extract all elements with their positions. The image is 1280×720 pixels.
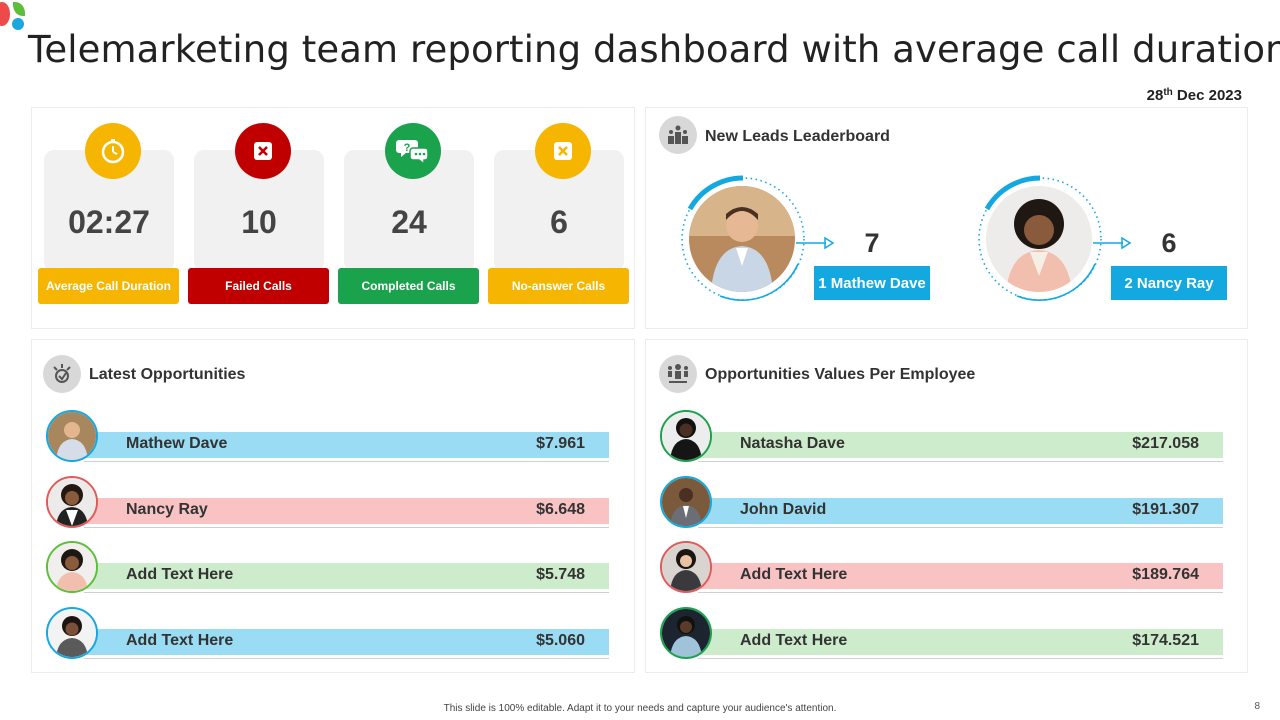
leaderboard-panel: New Leads Leaderboard 7 1 Mathew Dave 6 …: [645, 107, 1248, 329]
kpi-label: Completed Calls: [338, 268, 479, 304]
leader-ring: [681, 175, 805, 301]
avatar: [46, 607, 98, 659]
kpi-value: 02:27: [68, 204, 150, 240]
leader-label: 2 Nancy Ray: [1111, 266, 1227, 300]
kpi-value: 24: [391, 204, 427, 240]
avatar: [46, 476, 98, 528]
values-per-employee-title: Opportunities Values Per Employee: [705, 366, 976, 383]
podium-icon: [659, 116, 697, 154]
stopwatch-icon: [85, 123, 141, 179]
leader-label: 1 Mathew Dave: [814, 266, 930, 300]
avatar: [46, 541, 98, 593]
kpi-label: No-answer Calls: [488, 268, 629, 304]
kpi-label: Average Call Duration: [38, 268, 179, 304]
kpi-panel: 02:27 Average Call Duration 10 Failed Ca…: [31, 107, 635, 329]
opportunity-icon: [43, 355, 81, 393]
avatar: [46, 410, 98, 462]
footer-note: This slide is 100% editable. Adapt it to…: [443, 703, 837, 714]
list-item: Nancy Ray $6.648: [46, 476, 611, 530]
leader-entry: 6 2 Nancy Ray: [943, 174, 1233, 309]
kpi-value: 6: [550, 204, 568, 240]
leader-entry: 7 1 Mathew Dave: [646, 174, 936, 309]
kpi-average-call-duration: 02:27 Average Call Duration: [32, 108, 179, 330]
list-item: John David $191.307: [660, 476, 1225, 530]
x-mark-icon: [535, 123, 591, 179]
leader-count: 6: [1161, 228, 1177, 258]
chat-bubbles-icon: ?: [385, 123, 441, 179]
report-date: 28th Dec 2023: [1146, 87, 1242, 104]
arrow-icon: [1093, 236, 1132, 250]
svg-text:?: ?: [404, 142, 411, 154]
list-item: Add Text Here $5.748: [46, 541, 611, 595]
list-item: Add Text Here $5.060: [46, 607, 611, 661]
leader-photo: [986, 186, 1092, 292]
avatar: [660, 476, 712, 528]
list-item: Add Text Here $174.521: [660, 607, 1225, 661]
page-title: Telemarketing team reporting dashboard w…: [28, 28, 1280, 71]
avatar: [660, 607, 712, 659]
leaderboard-title: New Leads Leaderboard: [705, 128, 890, 145]
team-icon: [659, 355, 697, 393]
x-mark-icon: [235, 123, 291, 179]
leader-count: 7: [864, 228, 880, 258]
list-item: Natasha Dave $217.058: [660, 410, 1225, 464]
kpi-label: Failed Calls: [188, 268, 329, 304]
leader-ring: [978, 175, 1102, 301]
kpi-no-answer-calls: 6 No-answer Calls: [482, 108, 629, 330]
list-item: Mathew Dave $7.961: [46, 410, 611, 464]
values-per-employee-panel: Opportunities Values Per Employee Natash…: [645, 339, 1248, 673]
avatar: [660, 410, 712, 462]
arrow-icon: [796, 236, 835, 250]
brand-logo: [0, 0, 30, 34]
leader-photo: [689, 186, 795, 292]
avatar: [660, 541, 712, 593]
latest-opportunities-panel: Latest Opportunities Mathew Dave $7.961 …: [31, 339, 635, 673]
list-item: Add Text Here $189.764: [660, 541, 1225, 595]
kpi-failed-calls: 10 Failed Calls: [182, 108, 329, 330]
page-number: 8: [1254, 701, 1260, 712]
kpi-value: 10: [241, 204, 277, 240]
latest-opportunities-title: Latest Opportunities: [89, 366, 246, 383]
kpi-completed-calls: ? 24 Completed Calls: [332, 108, 479, 330]
